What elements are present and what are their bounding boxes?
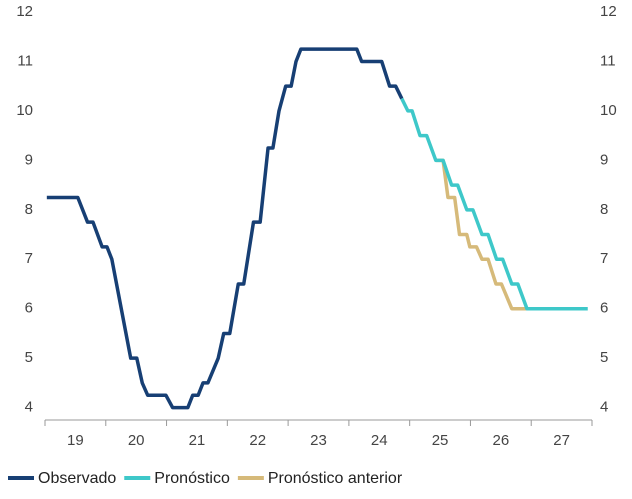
y2-tick-label: 6 [600,300,608,317]
y2-tick-label: 5 [600,349,608,366]
legend-label: Observado [38,470,116,487]
x-tick-label: 26 [492,432,509,449]
y2-tick-label: 7 [600,250,608,267]
y2-tick-label: 4 [600,399,608,416]
x-tick-label: 27 [553,432,570,449]
legend-label: Pronóstico anterior [268,470,403,487]
x-tick-label: 21 [189,432,206,449]
y-tick-label: 8 [25,201,33,218]
x-tick-label: 20 [128,432,145,449]
x-tick-label: 22 [249,432,266,449]
y2-tick-label: 12 [600,3,617,20]
x-tick-label: 23 [310,432,327,449]
y2-tick-label: 9 [600,151,608,168]
y-tick-label: 12 [16,3,33,20]
x-tick-label: 24 [371,432,388,449]
series-line [400,97,588,311]
y2-tick-label: 11 [600,52,616,69]
y2-tick-label: 10 [600,102,617,119]
series-line [435,158,527,311]
y-tick-label: 4 [25,399,33,416]
y-tick-label: 5 [25,349,33,366]
y-tick-label: 6 [25,300,33,317]
x-tick-label: 25 [432,432,449,449]
series-line [46,47,404,410]
legend-label: Pronóstico [154,470,230,487]
y-tick-label: 7 [25,250,33,267]
y-tick-label: 11 [17,52,33,69]
x-tick-label: 19 [67,432,84,449]
y-tick-label: 9 [25,151,33,168]
y2-tick-label: 8 [600,201,608,218]
y-tick-label: 10 [16,102,33,119]
